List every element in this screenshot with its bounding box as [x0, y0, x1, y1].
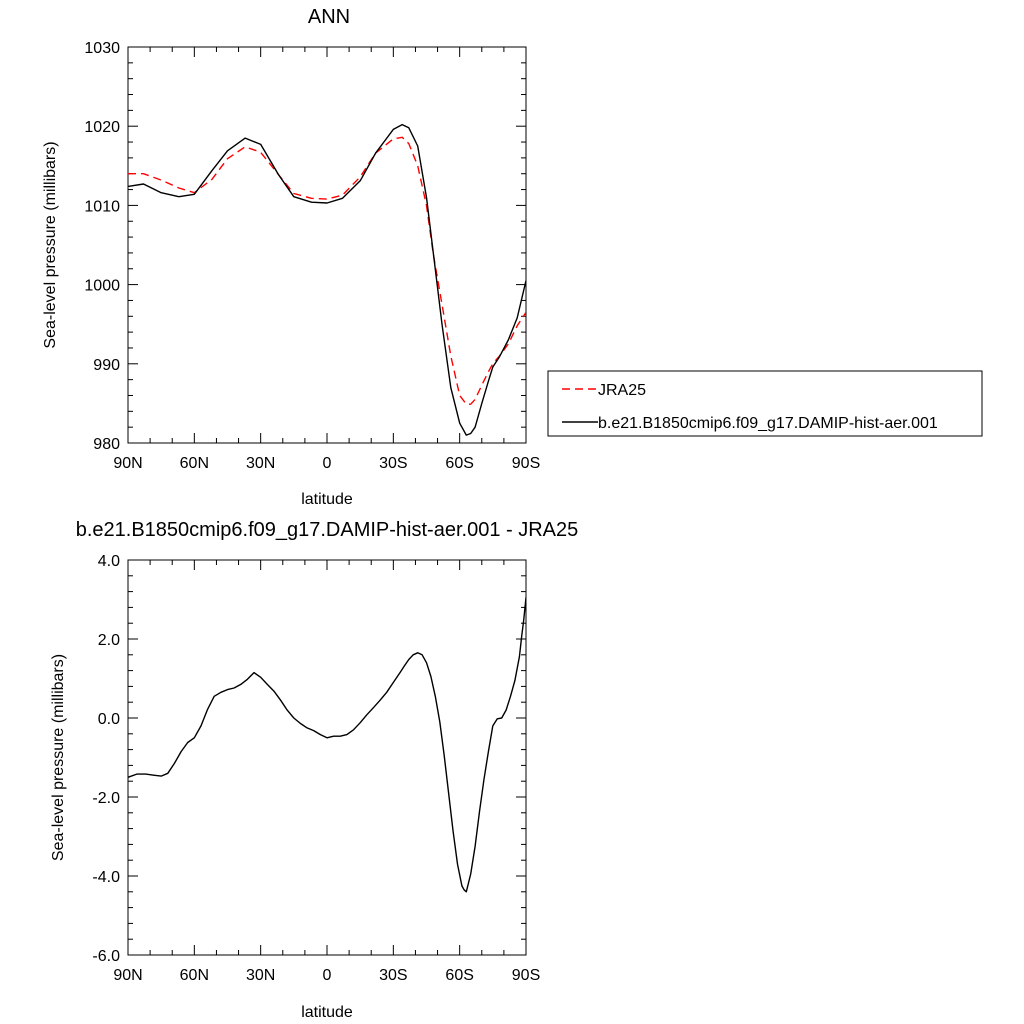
- y-tick-label: -4.0: [92, 869, 120, 886]
- series-line-1: [128, 123, 526, 436]
- y-tick-label: 1020: [84, 119, 120, 136]
- y-tick-label: 980: [93, 436, 120, 453]
- x-tick-label: 90N: [113, 455, 142, 472]
- legend: JRA25 b.e21.B1850cmip6.f09_g17.DAMIP-hist…: [547, 370, 983, 437]
- y-axis-label: Sea-level pressure (millibars): [50, 654, 67, 861]
- y-tick-label: 4.0: [98, 553, 120, 570]
- y-tick-label: 990: [93, 357, 120, 374]
- legend-label: JRA25: [598, 382, 646, 399]
- y-tick-label: 1000: [84, 278, 120, 295]
- y-axis-label: Sea-level pressure (millibars): [42, 141, 59, 348]
- y-tick-label: 2.0: [98, 632, 120, 649]
- x-tick-label: 90S: [512, 967, 540, 984]
- top-panel-ann: ANN 90N 60N 30N 0 30S 60S 90S 980 990 1000 1010 1020…: [42, 6, 983, 508]
- series-line-0: [128, 597, 526, 893]
- y-tick-label: -6.0: [92, 948, 120, 965]
- y-tick-label: 1010: [84, 198, 120, 215]
- x-tick-label: 60N: [180, 455, 209, 472]
- plot-frame: [127, 46, 527, 444]
- y-tick-label: 0.0: [98, 711, 120, 728]
- x-tick-label: 60S: [445, 967, 473, 984]
- chart-title: b.e21.B1850cmip6.f09_g17.DAMIP-hist-aer.…: [76, 519, 579, 541]
- x-tick-label: 30N: [246, 967, 275, 984]
- bottom-panel-difference: b.e21.B1850cmip6.f09_g17.DAMIP-hist-aer.…: [50, 519, 578, 1021]
- x-tick-label: 60S: [445, 455, 473, 472]
- series-line-0: [128, 136, 526, 405]
- x-tick-label: 0: [323, 455, 332, 472]
- x-axis-label: latitude: [301, 491, 353, 508]
- plot-frame: [127, 559, 527, 956]
- x-tick-label: 30N: [246, 455, 275, 472]
- chart-title: ANN: [308, 6, 350, 28]
- x-tick-label: 30S: [379, 967, 407, 984]
- y-tick-label: 1030: [84, 40, 120, 57]
- x-tick-label: 30S: [379, 455, 407, 472]
- x-tick-label: 90S: [512, 455, 540, 472]
- x-tick-label: 60N: [180, 967, 209, 984]
- x-tick-label: 0: [323, 967, 332, 984]
- x-tick-label: 90N: [113, 967, 142, 984]
- legend-box: [547, 370, 983, 437]
- legend-label: b.e21.B1850cmip6.f09_g17.DAMIP-hist-aer.…: [598, 415, 938, 432]
- x-axis-label: latitude: [301, 1004, 353, 1021]
- y-tick-label: -2.0: [92, 790, 120, 807]
